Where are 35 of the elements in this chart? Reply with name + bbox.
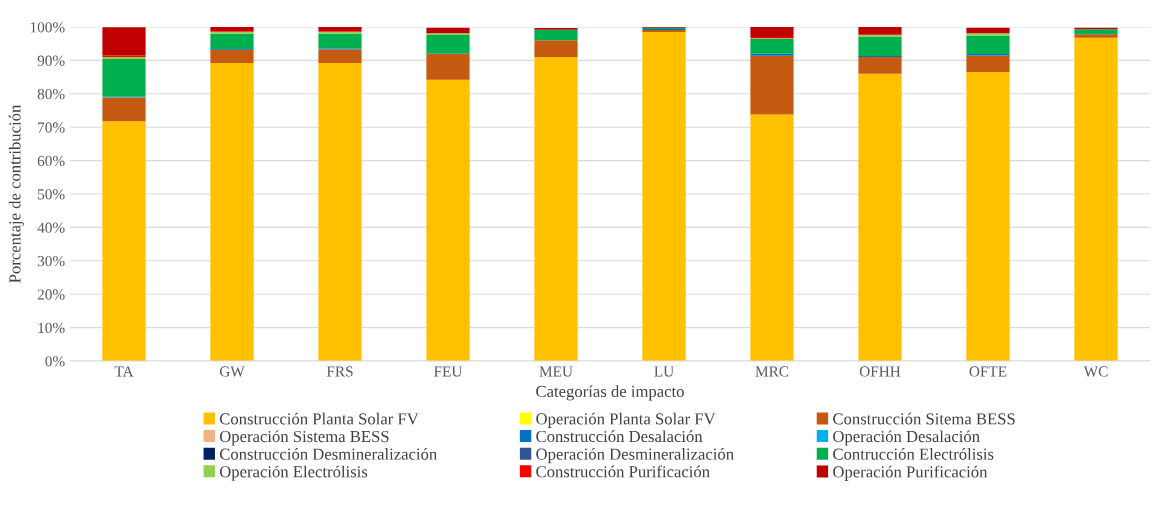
y-tick-label: 70% [38,122,65,133]
x-axis-title: Categorías de impacto [536,385,684,401]
y-tick-label: 60% [37,155,65,167]
legend-label: Operación Desmineralización [536,447,734,464]
y-tick-label: 10% [38,322,65,334]
x-tick-label: WC [1083,366,1108,377]
y-tick-label: 50% [38,189,65,200]
y-tick-label: 80% [37,88,65,100]
y-tick-label: 30% [37,255,65,267]
legend-label: Operación Electrólisis [219,465,368,481]
x-tick-label: FEU [434,366,463,377]
x-tick-label: LU [654,366,674,377]
legend-label: Contrucción Electrólisis [833,447,994,460]
legend-label: Construcción Planta Solar FV [219,412,419,425]
x-tick-label: MEU [539,366,573,377]
y-tick-label: 40% [37,222,65,233]
legend-label: Operación Purificación [833,465,988,481]
y-tick-label: 20% [37,289,65,300]
legend-label: Operación Planta Solar FV [536,412,716,428]
legend-label: Operación Sistema BESS [219,430,389,446]
x-tick-label: OFTE [969,366,1007,377]
x-tick-label: FRS [326,366,353,377]
x-tick-label: GW [219,366,245,377]
legend-label: Construcción Sitema BESS [833,412,1015,425]
legend-label: Construcción Desalación [536,430,703,443]
y-tick-label: 0% [45,356,65,367]
x-tick-label: MRC [755,366,789,377]
x-tick-label: TA [114,366,134,377]
y-tick-label: 100% [30,22,65,33]
legend-label: Operación Desalación [833,430,980,446]
y-tick-label: 90% [37,55,65,66]
y-axis-title: Porcentaje de contribución [8,104,24,283]
x-tick-label: OFHH [859,366,901,377]
legend-label: Construcción Purificación [536,465,710,478]
legend-label: Construcción Desmineralización [219,447,437,460]
